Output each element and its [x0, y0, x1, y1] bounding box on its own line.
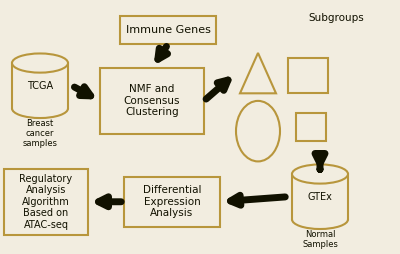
Text: Differential
Expression
Analysis: Differential Expression Analysis [143, 185, 201, 218]
Bar [12, 63, 68, 108]
Ellipse shape [236, 101, 280, 161]
Bar [292, 174, 348, 219]
Text: Regulatory
Analysis
Algorithm
Based on
ATAC-seq: Regulatory Analysis Algorithm Based on A… [20, 173, 72, 230]
Text: TCGA: TCGA [27, 81, 53, 91]
Text: Normal
Samples: Normal Samples [302, 230, 338, 249]
Text: Subgroups: Subgroups [308, 13, 364, 23]
Text: Immune Genes: Immune Genes [126, 25, 210, 35]
Bar [100, 68, 204, 134]
Bar [296, 114, 326, 141]
Bar [288, 58, 328, 93]
Ellipse shape [292, 164, 348, 184]
Bar [120, 17, 216, 44]
Text: GTEx: GTEx [308, 192, 332, 202]
Bar [4, 169, 88, 234]
Polygon shape [240, 53, 276, 93]
Text: Breast
cancer
samples: Breast cancer samples [22, 119, 58, 148]
Text: NMF and
Consensus
Clustering: NMF and Consensus Clustering [124, 84, 180, 118]
Bar [124, 177, 220, 227]
Ellipse shape [12, 53, 68, 73]
